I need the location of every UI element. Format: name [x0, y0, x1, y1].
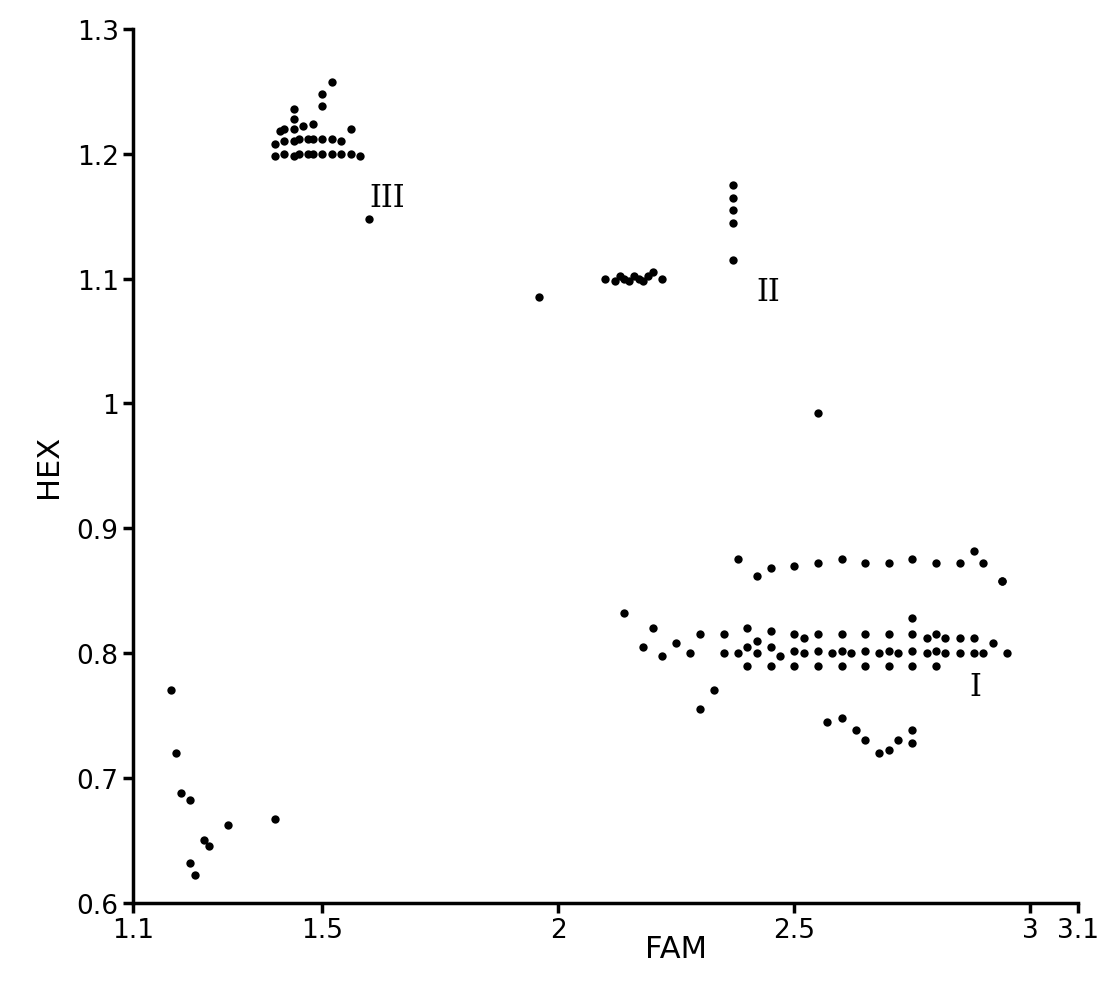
Text: III: III	[369, 183, 406, 214]
Text: I: I	[969, 672, 981, 702]
Text: HEX: HEX	[33, 435, 63, 497]
Text: II: II	[757, 277, 780, 307]
Text: FAM: FAM	[645, 934, 708, 963]
